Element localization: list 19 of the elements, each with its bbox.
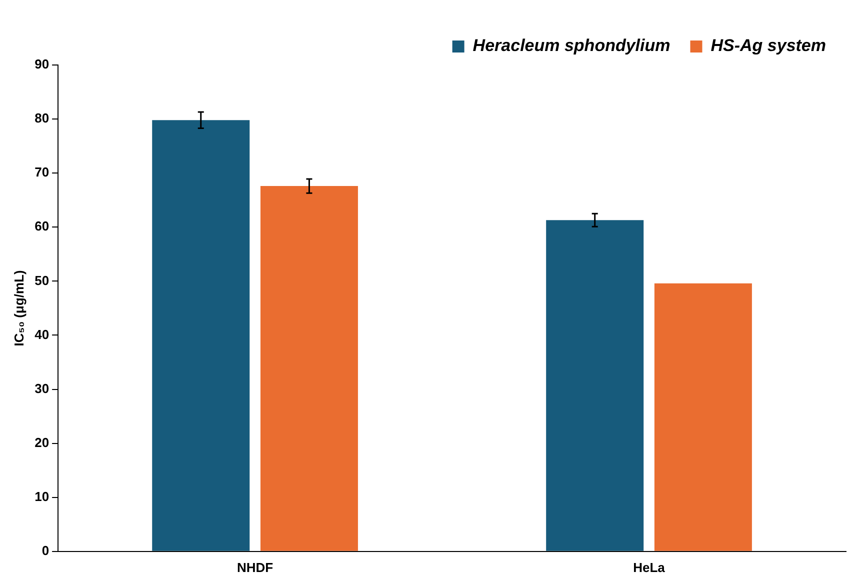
x-tick-label: NHDF: [236, 560, 274, 575]
y-tick-label: 30: [34, 380, 50, 396]
legend-label: Heracleum sphondylium: [472, 36, 670, 56]
y-tick-label: 70: [34, 164, 50, 180]
y-axis-title: IC₅₀ (μg/mL): [11, 270, 26, 346]
bar: [546, 220, 644, 551]
bar: [260, 186, 358, 551]
x-tick-label: HeLa: [633, 560, 666, 575]
bar: [152, 120, 250, 551]
y-tick-label: 90: [34, 56, 50, 72]
y-tick-label: 20: [34, 434, 50, 450]
y-tick-label: 40: [34, 326, 50, 342]
y-tick-label: 50: [34, 272, 50, 288]
legend-label: HS-Ag system: [710, 36, 826, 56]
y-tick-label: 10: [34, 488, 50, 504]
y-tick-label: 0: [42, 542, 50, 558]
y-tick-label: 80: [34, 110, 50, 126]
bar: [654, 283, 752, 551]
y-tick-label: 60: [34, 218, 50, 234]
